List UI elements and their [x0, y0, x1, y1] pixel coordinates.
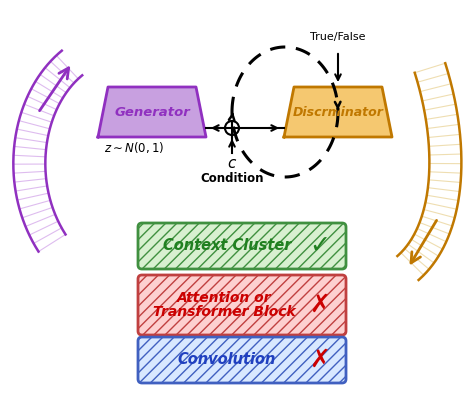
FancyArrowPatch shape [410, 220, 436, 263]
Text: Generator: Generator [114, 105, 189, 119]
Text: True/False: True/False [310, 32, 365, 42]
Text: $z \sim N(0,1)$: $z \sim N(0,1)$ [104, 140, 164, 156]
Text: Context Cluster: Context Cluster [163, 238, 291, 254]
Text: ✗: ✗ [309, 293, 330, 317]
FancyArrowPatch shape [39, 68, 69, 111]
Text: Condition: Condition [200, 172, 263, 185]
Text: Transformer Block: Transformer Block [152, 305, 295, 319]
FancyBboxPatch shape [138, 275, 345, 335]
Text: Discrminator: Discrminator [292, 105, 382, 119]
FancyBboxPatch shape [138, 223, 345, 269]
Polygon shape [13, 51, 82, 252]
Polygon shape [396, 63, 460, 280]
Polygon shape [283, 87, 391, 137]
Text: ✗: ✗ [309, 348, 330, 372]
Polygon shape [98, 87, 206, 137]
Text: Convolution: Convolution [177, 353, 275, 367]
Text: $c$: $c$ [226, 156, 237, 171]
Text: ✓: ✓ [309, 234, 330, 258]
FancyBboxPatch shape [138, 337, 345, 383]
Text: Attention or: Attention or [176, 291, 271, 305]
